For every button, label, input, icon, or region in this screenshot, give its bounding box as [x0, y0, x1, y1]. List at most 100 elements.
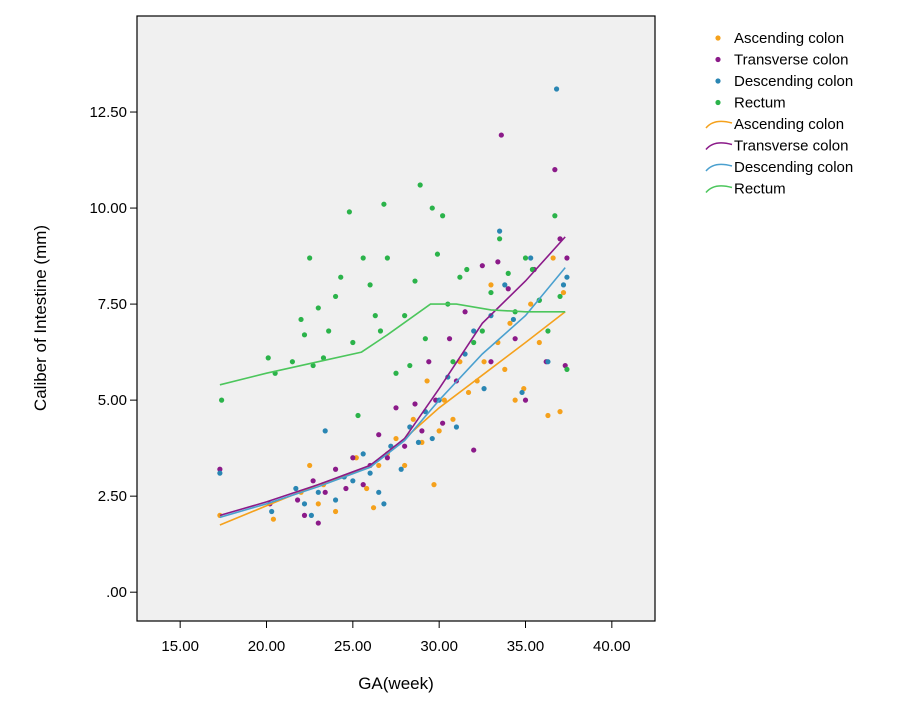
point-descending-colon	[429, 435, 435, 442]
point-rectum	[289, 359, 295, 365]
x-tick-label: 20.00	[248, 638, 286, 655]
legend-label: Transverse colon	[734, 52, 849, 69]
point-rectum	[360, 255, 366, 261]
x-tick-label: 15.00	[161, 638, 199, 655]
point-ascending-colon	[488, 282, 494, 288]
point-rectum	[457, 274, 463, 280]
point-rectum	[545, 328, 551, 334]
point-ascending-colon	[332, 508, 339, 515]
point-rectum	[479, 328, 485, 334]
point-rectum	[471, 339, 477, 346]
fit-line-descending-colon	[219, 267, 566, 519]
point-ascending-colon	[528, 301, 534, 307]
legend-label: Descending colon	[734, 159, 853, 176]
point-descending-colon	[453, 424, 460, 430]
point-rectum	[417, 182, 423, 188]
point-descending-colon	[308, 512, 314, 518]
point-ascending-colon	[512, 397, 518, 403]
point-ascending-colon	[557, 409, 563, 415]
point-rectum	[377, 328, 384, 334]
point-ascending-colon	[402, 462, 408, 469]
point-ascending-colon	[376, 462, 382, 469]
point-descending-colon	[564, 274, 570, 280]
point-rectum	[440, 213, 446, 219]
y-tick-label: 2.50	[98, 488, 127, 505]
point-ascending-colon	[410, 416, 416, 422]
point-rectum	[402, 313, 408, 319]
legend-marker-transverse-colon	[715, 56, 721, 63]
legend-line-rectum	[705, 185, 733, 193]
point-transverse-colon	[479, 263, 485, 269]
y-axis: .00 2.50 5.00 7.50 10.00 12.50	[89, 104, 137, 601]
point-transverse-colon	[446, 336, 453, 342]
point-ascending-colon	[465, 389, 472, 396]
point-transverse-colon	[505, 286, 511, 292]
point-ascending-colon	[550, 255, 556, 261]
point-rectum	[488, 289, 494, 296]
fit-lines	[219, 236, 566, 526]
point-ascending-colon	[507, 320, 513, 326]
point-transverse-colon	[322, 489, 328, 495]
legend-label: Ascending colon	[734, 116, 844, 133]
point-rectum	[464, 266, 470, 273]
legend-line-transverse-colon	[705, 142, 733, 150]
point-descending-colon	[519, 389, 525, 396]
point-rectum	[320, 355, 327, 361]
point-transverse-colon	[402, 443, 408, 449]
point-ascending-colon	[315, 501, 321, 507]
point-descending-colon	[560, 282, 567, 288]
point-transverse-colon	[384, 455, 390, 461]
legend-label: Descending colon	[734, 73, 853, 90]
point-descending-colon	[301, 501, 308, 507]
point-descending-colon	[502, 282, 508, 288]
legend-line-descending-colon	[705, 163, 733, 172]
y-tick-label: .00	[106, 584, 127, 601]
y-tick-label: 10.00	[89, 200, 127, 217]
point-descending-colon	[497, 228, 503, 234]
point-ascending-colon	[450, 416, 456, 422]
point-descending-colon	[322, 428, 328, 434]
legend-marker-descending-colon	[715, 78, 721, 84]
point-transverse-colon	[343, 485, 349, 492]
point-descending-colon	[553, 86, 560, 92]
point-ascending-colon	[364, 485, 370, 492]
legend-label: Transverse colon	[734, 138, 849, 155]
point-ascending-colon	[393, 435, 399, 442]
point-rectum	[422, 336, 428, 342]
point-rectum	[350, 339, 356, 346]
point-transverse-colon	[217, 466, 223, 472]
point-rectum	[298, 316, 304, 323]
point-transverse-colon	[350, 455, 356, 461]
point-descending-colon	[315, 489, 321, 495]
point-rectum	[522, 255, 529, 261]
point-descending-colon	[415, 439, 422, 445]
x-axis: 15.00 20.00 25.00 30.00 35.00 40.00	[161, 621, 631, 655]
point-rectum	[505, 270, 511, 276]
point-ascending-colon	[270, 516, 277, 522]
point-rectum	[310, 362, 316, 369]
point-descending-colon	[293, 485, 299, 492]
point-transverse-colon	[522, 397, 529, 403]
point-descending-colon	[269, 508, 275, 515]
point-transverse-colon	[412, 401, 418, 407]
point-descending-colon	[360, 451, 366, 457]
y-tick-label: 12.50	[89, 104, 127, 121]
point-rectum	[497, 236, 503, 242]
legend-label: Ascending colon	[734, 30, 844, 47]
legend-marker-rectum	[715, 99, 721, 106]
x-tick-label: 25.00	[334, 638, 372, 655]
legend-label: Rectum	[734, 181, 786, 198]
point-transverse-colon	[393, 405, 399, 411]
point-transverse-colon	[564, 255, 570, 261]
point-ascending-colon	[307, 462, 313, 469]
point-ascending-colon	[545, 412, 551, 419]
point-rectum	[384, 255, 390, 261]
legend-marker-ascending-colon	[715, 35, 721, 41]
point-ascending-colon	[436, 428, 442, 434]
point-transverse-colon	[495, 259, 501, 265]
point-descending-colon	[376, 489, 382, 495]
point-transverse-colon	[294, 497, 301, 503]
point-rectum	[219, 397, 225, 403]
point-rectum	[381, 201, 387, 207]
point-descending-colon	[217, 470, 223, 476]
